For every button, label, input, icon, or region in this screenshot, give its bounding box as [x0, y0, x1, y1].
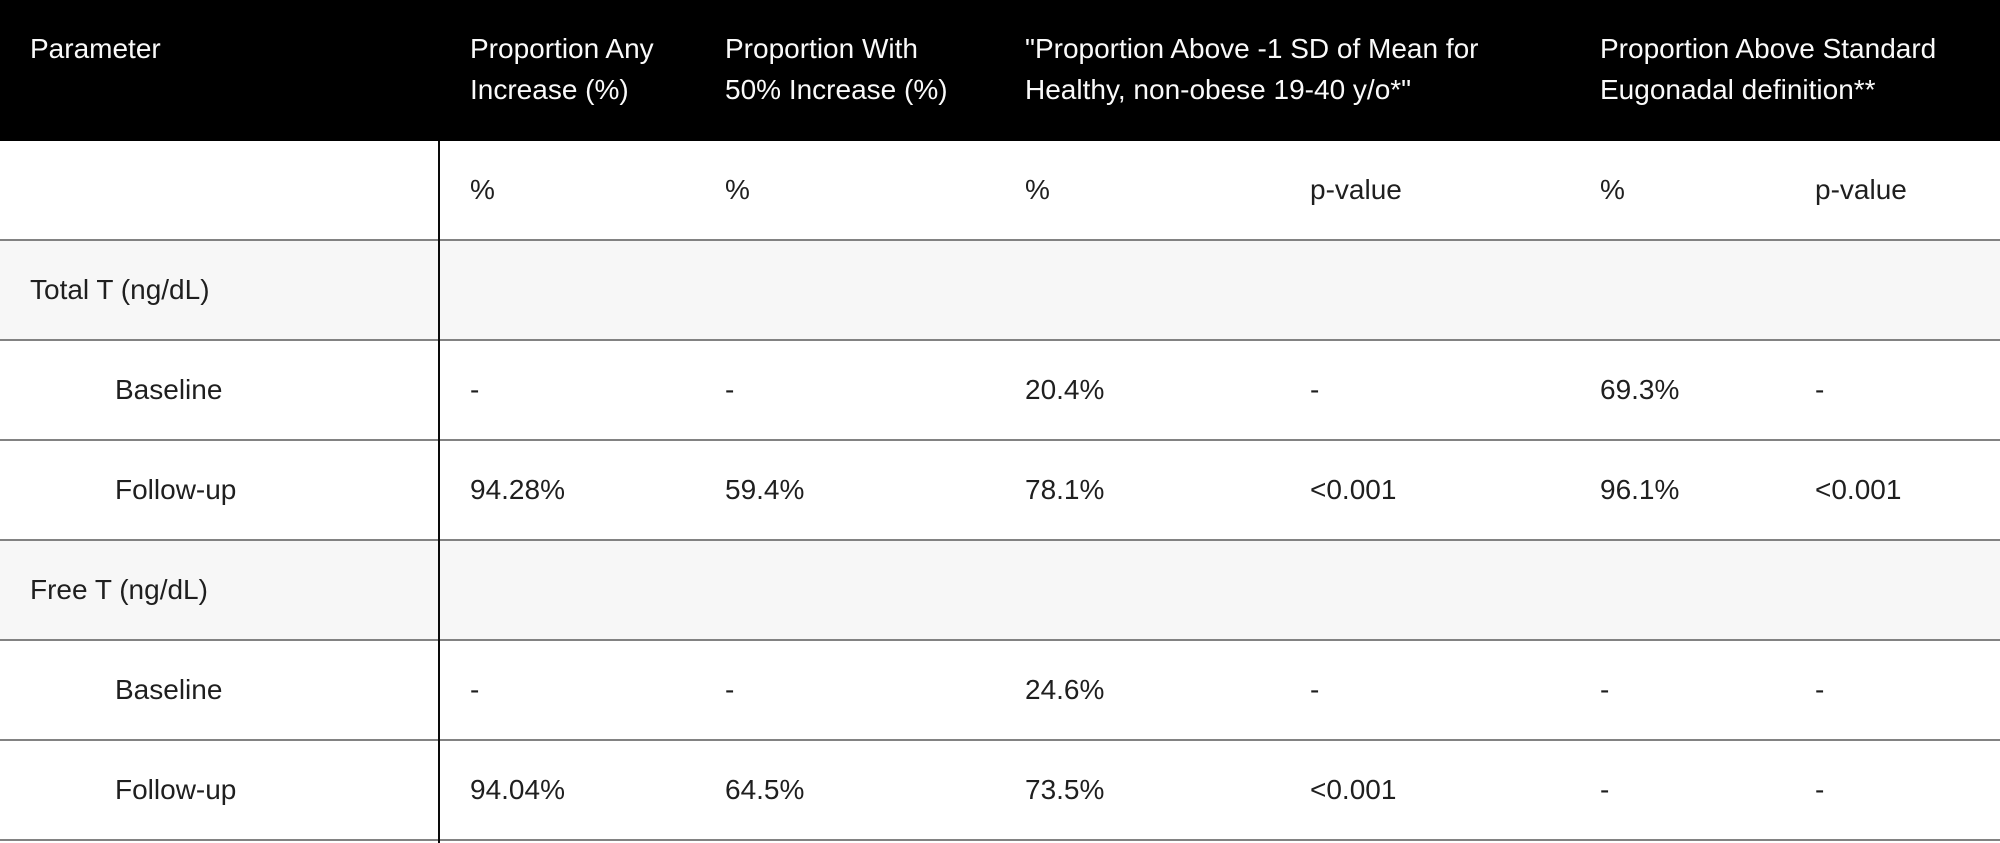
subheader-pvalue-2: p-value: [1785, 141, 2000, 241]
cell-value: [1280, 540, 1570, 641]
cell-value: 24.6%: [995, 640, 1280, 741]
subheader-percent-4: %: [1570, 141, 1785, 241]
cell-value: -: [1570, 640, 1785, 741]
subheader-percent-2: %: [695, 141, 995, 241]
row-label: Free T (ng/dL): [0, 540, 440, 641]
subheader-empty: [0, 141, 440, 241]
header-proportion-any-increase: Proportion Any Increase (%): [440, 0, 695, 141]
cell-value: 59.4%: [695, 440, 995, 541]
row-label: Total T (ng/dL): [0, 240, 440, 341]
subheader-pvalue-1: p-value: [1280, 141, 1570, 241]
cell-value: [1785, 540, 2000, 641]
cell-value: 20.4%: [995, 340, 1280, 441]
cell-value: 78.1%: [995, 440, 1280, 541]
row-label: Baseline: [0, 340, 440, 441]
cell-value: <0.001: [1280, 740, 1570, 841]
row-label: Baseline: [0, 640, 440, 741]
cell-value: -: [440, 640, 695, 741]
cell-value: -: [695, 340, 995, 441]
cell-value: [1280, 240, 1570, 341]
cell-value: [440, 240, 695, 341]
data-row-free-t-followup: Follow-up 94.04% 64.5% 73.5% <0.001 - -: [0, 740, 2000, 841]
cell-value: 94.28%: [440, 440, 695, 541]
cell-value: -: [1570, 740, 1785, 841]
cell-value: [1570, 240, 1785, 341]
header-proportion-eugonadal: Proportion Above Standard Eugonadal defi…: [1570, 0, 2000, 141]
cell-value: <0.001: [1280, 440, 1570, 541]
cell-value: 73.5%: [995, 740, 1280, 841]
cell-value: -: [1280, 640, 1570, 741]
table-header-row: Parameter Proportion Any Increase (%) Pr…: [0, 0, 2000, 141]
cell-value: <0.001: [1785, 440, 2000, 541]
subheader-percent-3: %: [995, 141, 1280, 241]
group-row-total-t: Total T (ng/dL): [0, 240, 2000, 341]
cell-value: [1785, 240, 2000, 341]
header-proportion-above-1sd: "Proportion Above -1 SD of Mean for Heal…: [995, 0, 1570, 141]
cell-value: 64.5%: [695, 740, 995, 841]
cell-value: -: [1785, 340, 2000, 441]
cell-value: -: [1280, 340, 1570, 441]
cell-value: 96.1%: [1570, 440, 1785, 541]
data-row-free-t-baseline: Baseline - - 24.6% - - -: [0, 640, 2000, 741]
cell-value: [440, 540, 695, 641]
data-row-total-t-baseline: Baseline - - 20.4% - 69.3% -: [0, 340, 2000, 441]
cell-value: 94.04%: [440, 740, 695, 841]
cell-value: -: [1785, 640, 2000, 741]
header-parameter: Parameter: [0, 0, 440, 141]
row-label: Follow-up: [0, 440, 440, 541]
data-row-total-t-followup: Follow-up 94.28% 59.4% 78.1% <0.001 96.1…: [0, 440, 2000, 541]
row-label: Follow-up: [0, 740, 440, 841]
cell-value: 69.3%: [1570, 340, 1785, 441]
cell-value: [1570, 540, 1785, 641]
cell-value: -: [695, 640, 995, 741]
group-row-free-t: Free T (ng/dL): [0, 540, 2000, 641]
cell-value: [995, 240, 1280, 341]
cell-value: -: [1785, 740, 2000, 841]
cell-value: [695, 540, 995, 641]
cell-value: [995, 540, 1280, 641]
cell-value: [695, 240, 995, 341]
table-subheader-row: % % % p-value % p-value: [0, 141, 2000, 241]
header-proportion-50-increase: Proportion With 50% Increase (%): [695, 0, 995, 141]
subheader-percent-1: %: [440, 141, 695, 241]
cell-value: -: [440, 340, 695, 441]
